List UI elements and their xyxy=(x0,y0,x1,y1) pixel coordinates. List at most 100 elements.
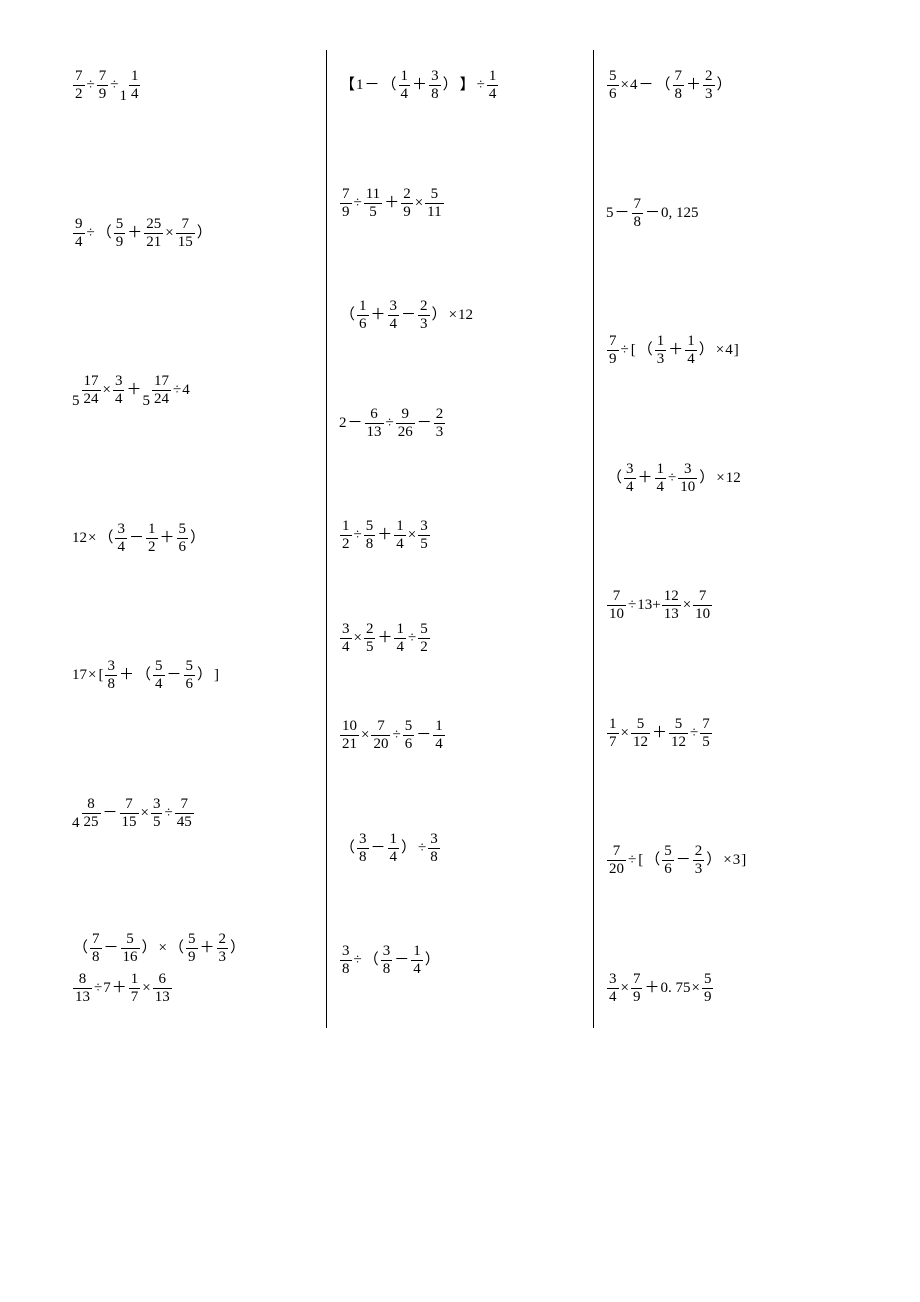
fraction: 14 xyxy=(433,718,445,754)
math-problem: 34×25＋14÷52 xyxy=(339,621,581,657)
operator: ÷ xyxy=(109,78,119,93)
fraction: 14 xyxy=(394,518,406,554)
operator: （ xyxy=(72,941,89,956)
fraction: 613 xyxy=(365,406,384,442)
operator: ＋ xyxy=(118,668,135,683)
math-problem: 12÷58＋14×35 xyxy=(339,518,581,554)
operator: ） xyxy=(442,78,459,93)
fraction: 14 xyxy=(399,68,411,104)
operator: ＋ xyxy=(159,531,176,546)
fraction: 78 xyxy=(632,196,644,232)
number-text: 4 xyxy=(182,383,190,398)
operator: ÷ xyxy=(93,981,103,996)
operator: ＋ xyxy=(376,631,393,646)
fraction: 38 xyxy=(429,68,441,104)
math-problem: 34×79＋0. 75×59 xyxy=(606,971,848,1007)
operator: － xyxy=(166,668,183,683)
operator: × xyxy=(620,726,630,741)
operator: （ xyxy=(654,78,671,93)
operator: × xyxy=(722,853,732,868)
operator: ＋ xyxy=(370,308,387,323)
operator: ] xyxy=(213,668,220,683)
fraction: 23 xyxy=(434,406,446,442)
mixed-number: 51724 xyxy=(72,373,102,409)
math-problem: （34＋14÷310）×12 xyxy=(606,461,848,497)
fraction: 59 xyxy=(702,971,714,1007)
operator: － xyxy=(675,853,692,868)
fraction: 926 xyxy=(396,406,415,442)
stacked-problems: （78－516）×（59＋23） 813÷7＋17×613 xyxy=(72,913,314,1010)
math-problem: 2－613÷926－23 xyxy=(339,406,581,442)
operator: × xyxy=(448,308,458,323)
number-text: 12 xyxy=(458,308,473,323)
operator: ÷ xyxy=(627,853,637,868)
operator: × xyxy=(407,528,417,543)
fraction: 75 xyxy=(700,716,712,752)
operator: （ xyxy=(135,668,152,683)
operator: － xyxy=(644,206,661,221)
math-problem: 1021×720÷56－14 xyxy=(339,718,581,754)
fraction: 52 xyxy=(418,621,430,657)
number-text: 2 xyxy=(339,416,347,431)
operator: ＋ xyxy=(126,226,143,241)
operator: ＋ xyxy=(376,528,393,543)
fraction: 56 xyxy=(403,718,415,754)
fraction: 2521 xyxy=(144,216,163,252)
operator: － xyxy=(102,806,119,821)
operator: [ xyxy=(630,343,637,358)
fraction: 516 xyxy=(121,931,140,967)
number-text: 12 xyxy=(726,471,741,486)
number-text: 0. 75 xyxy=(660,981,690,996)
operator: × xyxy=(715,471,725,486)
operator: 【 xyxy=(339,78,356,93)
operator: ÷ xyxy=(385,416,395,431)
operator: （ xyxy=(637,343,654,358)
operator: ） xyxy=(196,668,213,683)
fraction: 1021 xyxy=(340,718,359,754)
fraction: 16 xyxy=(357,298,369,334)
operator: ÷ xyxy=(627,598,637,613)
column-2: 【1－（14＋38）】÷1479÷115＋29×511（16＋34－23）×12… xyxy=(327,50,594,1028)
fraction: 79 xyxy=(631,971,643,1007)
operator: （ xyxy=(168,941,185,956)
operator: ） xyxy=(400,841,417,856)
math-problem: 813÷7＋17×613 xyxy=(72,971,314,1007)
fraction: 34 xyxy=(624,461,636,497)
operator: ÷ xyxy=(353,528,363,543)
operator: × xyxy=(158,941,168,956)
operator: （ xyxy=(96,226,113,241)
fraction: 17 xyxy=(607,716,619,752)
fraction: 79 xyxy=(97,68,109,104)
fraction: 78 xyxy=(90,931,102,967)
operator: （ xyxy=(606,471,623,486)
fraction: 813 xyxy=(73,971,92,1007)
operator: ） xyxy=(716,78,733,93)
operator: － xyxy=(416,416,433,431)
number-text: 1 xyxy=(356,78,364,93)
operator: ] xyxy=(733,343,740,358)
math-problem: （78－516）×（59＋23） xyxy=(72,931,314,967)
column-1: 72÷79÷11494÷（59＋2521×715）51724×34＋51724÷… xyxy=(60,50,327,1028)
math-problem: 56×4－（78＋23） xyxy=(606,68,848,104)
operator: × xyxy=(141,981,151,996)
fraction: 512 xyxy=(631,716,650,752)
operator: × xyxy=(682,598,692,613)
math-problem: 4825－715×35÷745 xyxy=(72,796,314,832)
fraction: 14 xyxy=(388,831,400,867)
fraction: 34 xyxy=(115,521,127,557)
math-problem: 79÷115＋29×511 xyxy=(339,186,581,222)
number-text: 3 xyxy=(733,853,741,868)
math-problem: 79÷[（13＋14）×4] xyxy=(606,333,848,369)
number-text: + xyxy=(652,598,660,613)
fraction: 78 xyxy=(673,68,685,104)
fraction: 23 xyxy=(693,843,705,879)
fraction: 38 xyxy=(381,943,393,979)
operator: [ xyxy=(97,668,104,683)
math-problem: 720÷[（56－23）×3] xyxy=(606,843,848,879)
operator: ÷ xyxy=(86,226,96,241)
fraction: 720 xyxy=(371,718,390,754)
fraction: 14 xyxy=(394,621,406,657)
fraction: 12 xyxy=(340,518,352,554)
operator: ÷ xyxy=(407,631,417,646)
operator: ÷ xyxy=(417,841,427,856)
